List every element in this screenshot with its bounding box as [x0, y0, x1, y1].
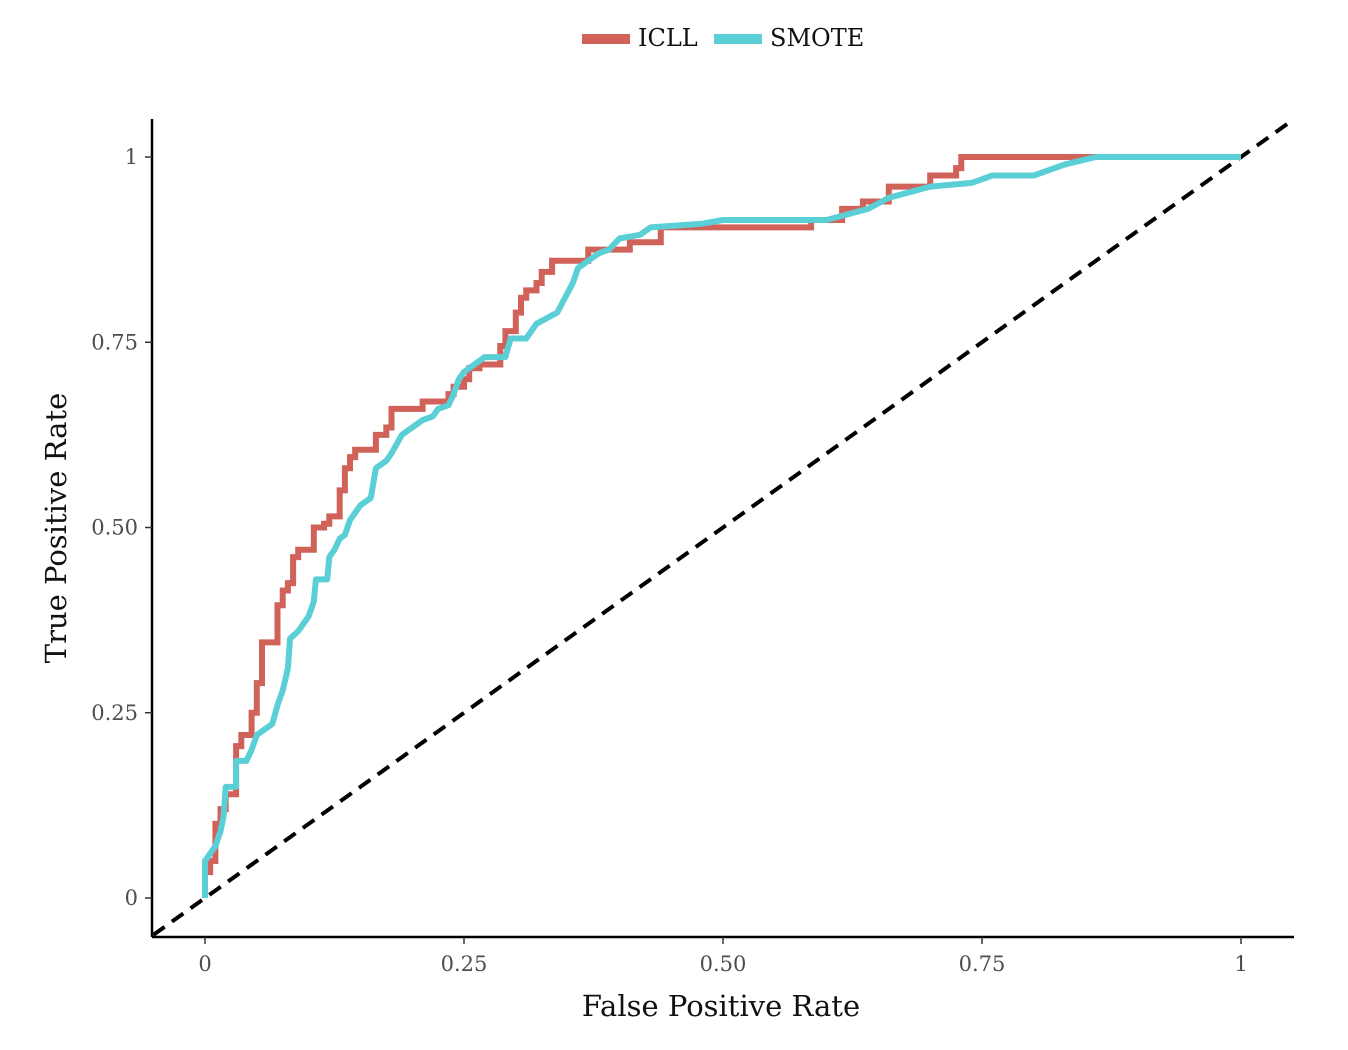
y-tick-label: 0.50: [91, 516, 138, 540]
axes: 0 0.25 0.50 0.75 1 0 0.25 0.50 0.75 1: [91, 119, 1294, 976]
y-tick-label: 0.75: [91, 330, 138, 354]
series-line-smote: [202, 154, 1241, 898]
legend: ICLL SMOTE: [582, 24, 864, 52]
y-axis-title: True Positive Rate: [39, 393, 73, 664]
x-tick-label: 1: [1234, 952, 1247, 976]
x-tick-label: 0.50: [700, 952, 747, 976]
legend-label-icll: ICLL: [638, 24, 698, 52]
y-tick-label: 1: [125, 145, 138, 169]
x-tick-label: 0.25: [441, 952, 488, 976]
y-tick-label: 0: [125, 886, 138, 910]
legend-label-smote: SMOTE: [770, 24, 864, 52]
x-axis-title: False Positive Rate: [582, 989, 860, 1023]
plot-area: 0 0.25 0.50 0.75 1 0 0.25 0.50 0.75 1: [91, 118, 1294, 976]
series-line-icll: [202, 154, 1241, 898]
x-tick-label: 0: [198, 952, 211, 976]
y-tick-label: 0.25: [91, 701, 138, 725]
series-layer: [202, 154, 1241, 898]
x-tick-label: 0.75: [959, 952, 1006, 976]
reference-diagonal-line: [152, 118, 1294, 937]
reference-diagonal-layer: [152, 118, 1294, 937]
